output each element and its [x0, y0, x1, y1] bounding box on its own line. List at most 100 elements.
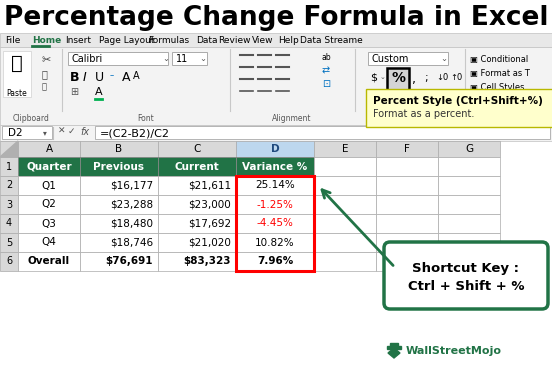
FancyBboxPatch shape: [18, 195, 80, 214]
Text: ✂: ✂: [42, 55, 51, 65]
Text: ⌄: ⌄: [440, 54, 447, 63]
FancyBboxPatch shape: [438, 195, 500, 214]
Text: ▾: ▾: [43, 128, 47, 137]
Text: A: A: [122, 71, 130, 84]
FancyBboxPatch shape: [376, 252, 438, 271]
FancyBboxPatch shape: [438, 157, 500, 176]
Text: 4: 4: [6, 219, 12, 228]
FancyBboxPatch shape: [236, 195, 314, 214]
Text: Q1: Q1: [41, 180, 56, 190]
Text: ⧉: ⧉: [42, 69, 48, 79]
Text: ⊡: ⊡: [322, 79, 330, 89]
FancyBboxPatch shape: [236, 233, 314, 252]
Text: ▣ Format as T: ▣ Format as T: [470, 69, 530, 78]
Text: $: $: [370, 73, 377, 83]
Text: ⌄: ⌄: [199, 54, 206, 63]
Text: ▣ Cell Styles: ▣ Cell Styles: [470, 83, 524, 92]
Text: Shortcut Key :: Shortcut Key :: [412, 262, 519, 275]
Polygon shape: [390, 343, 398, 346]
FancyBboxPatch shape: [0, 233, 18, 252]
Text: B: B: [115, 144, 123, 154]
Text: Current: Current: [174, 162, 219, 171]
Text: $23,288: $23,288: [110, 200, 153, 210]
FancyBboxPatch shape: [80, 157, 158, 176]
Text: A: A: [95, 87, 103, 97]
Text: D2: D2: [8, 128, 23, 138]
FancyBboxPatch shape: [376, 157, 438, 176]
Text: 11: 11: [176, 54, 188, 64]
Text: A: A: [133, 71, 140, 81]
Text: Help: Help: [278, 36, 299, 45]
Text: ⇄: ⇄: [322, 65, 330, 75]
FancyBboxPatch shape: [236, 141, 314, 157]
Text: C: C: [193, 144, 201, 154]
Polygon shape: [388, 348, 400, 358]
Text: Previous: Previous: [93, 162, 145, 171]
Text: 7.96%: 7.96%: [257, 256, 293, 267]
Text: 2: 2: [6, 180, 12, 190]
Text: Variance %: Variance %: [242, 162, 307, 171]
Text: Number: Number: [395, 114, 426, 123]
Text: Custom: Custom: [372, 54, 410, 64]
Text: Percent Style (Ctrl+Shift+%): Percent Style (Ctrl+Shift+%): [373, 96, 543, 106]
Text: 📋: 📋: [11, 54, 23, 73]
FancyBboxPatch shape: [0, 214, 18, 233]
Text: Page Layout: Page Layout: [99, 36, 155, 45]
FancyBboxPatch shape: [366, 89, 552, 127]
Text: $18,480: $18,480: [110, 219, 153, 228]
Text: Paste: Paste: [7, 89, 28, 98]
FancyBboxPatch shape: [80, 233, 158, 252]
FancyBboxPatch shape: [95, 126, 550, 139]
Text: Calibri: Calibri: [72, 54, 103, 64]
FancyBboxPatch shape: [314, 233, 376, 252]
Text: Q2: Q2: [41, 200, 56, 210]
Text: 6: 6: [6, 256, 12, 267]
FancyBboxPatch shape: [438, 233, 500, 252]
Text: 10.82%: 10.82%: [255, 237, 295, 248]
FancyBboxPatch shape: [376, 176, 438, 195]
FancyBboxPatch shape: [438, 176, 500, 195]
Text: $17,692: $17,692: [188, 219, 231, 228]
Text: U: U: [95, 71, 104, 84]
FancyBboxPatch shape: [3, 51, 31, 97]
Text: Data Streame: Data Streame: [300, 36, 363, 45]
FancyBboxPatch shape: [438, 252, 500, 271]
Text: ✓: ✓: [68, 127, 76, 136]
Text: $18,746: $18,746: [110, 237, 153, 248]
FancyBboxPatch shape: [80, 252, 158, 271]
Text: ,: ,: [412, 73, 416, 86]
FancyBboxPatch shape: [158, 252, 236, 271]
FancyBboxPatch shape: [236, 157, 314, 176]
Text: Insert: Insert: [65, 36, 91, 45]
Text: $76,691: $76,691: [105, 256, 153, 267]
FancyBboxPatch shape: [158, 214, 236, 233]
Text: -4.45%: -4.45%: [257, 219, 294, 228]
Text: ⊞: ⊞: [70, 87, 78, 97]
FancyBboxPatch shape: [172, 52, 207, 65]
FancyBboxPatch shape: [0, 252, 18, 271]
Text: $23,000: $23,000: [188, 200, 231, 210]
Text: ;: ;: [424, 73, 428, 83]
FancyBboxPatch shape: [314, 195, 376, 214]
Text: ⌄: ⌄: [162, 54, 169, 63]
Text: I: I: [83, 71, 87, 84]
FancyBboxPatch shape: [376, 214, 438, 233]
FancyBboxPatch shape: [0, 125, 552, 141]
Text: ✕: ✕: [58, 127, 66, 136]
Text: –: –: [110, 71, 114, 80]
FancyBboxPatch shape: [158, 157, 236, 176]
FancyBboxPatch shape: [0, 176, 18, 195]
FancyBboxPatch shape: [18, 233, 80, 252]
FancyBboxPatch shape: [80, 214, 158, 233]
Text: ⌄: ⌄: [380, 74, 386, 80]
FancyBboxPatch shape: [80, 195, 158, 214]
FancyBboxPatch shape: [387, 68, 409, 90]
Text: %: %: [391, 71, 405, 85]
FancyBboxPatch shape: [376, 141, 438, 157]
FancyBboxPatch shape: [0, 33, 552, 47]
Text: $21,020: $21,020: [188, 237, 231, 248]
FancyBboxPatch shape: [314, 252, 376, 271]
FancyBboxPatch shape: [376, 195, 438, 214]
Polygon shape: [0, 141, 18, 157]
FancyBboxPatch shape: [80, 141, 158, 157]
